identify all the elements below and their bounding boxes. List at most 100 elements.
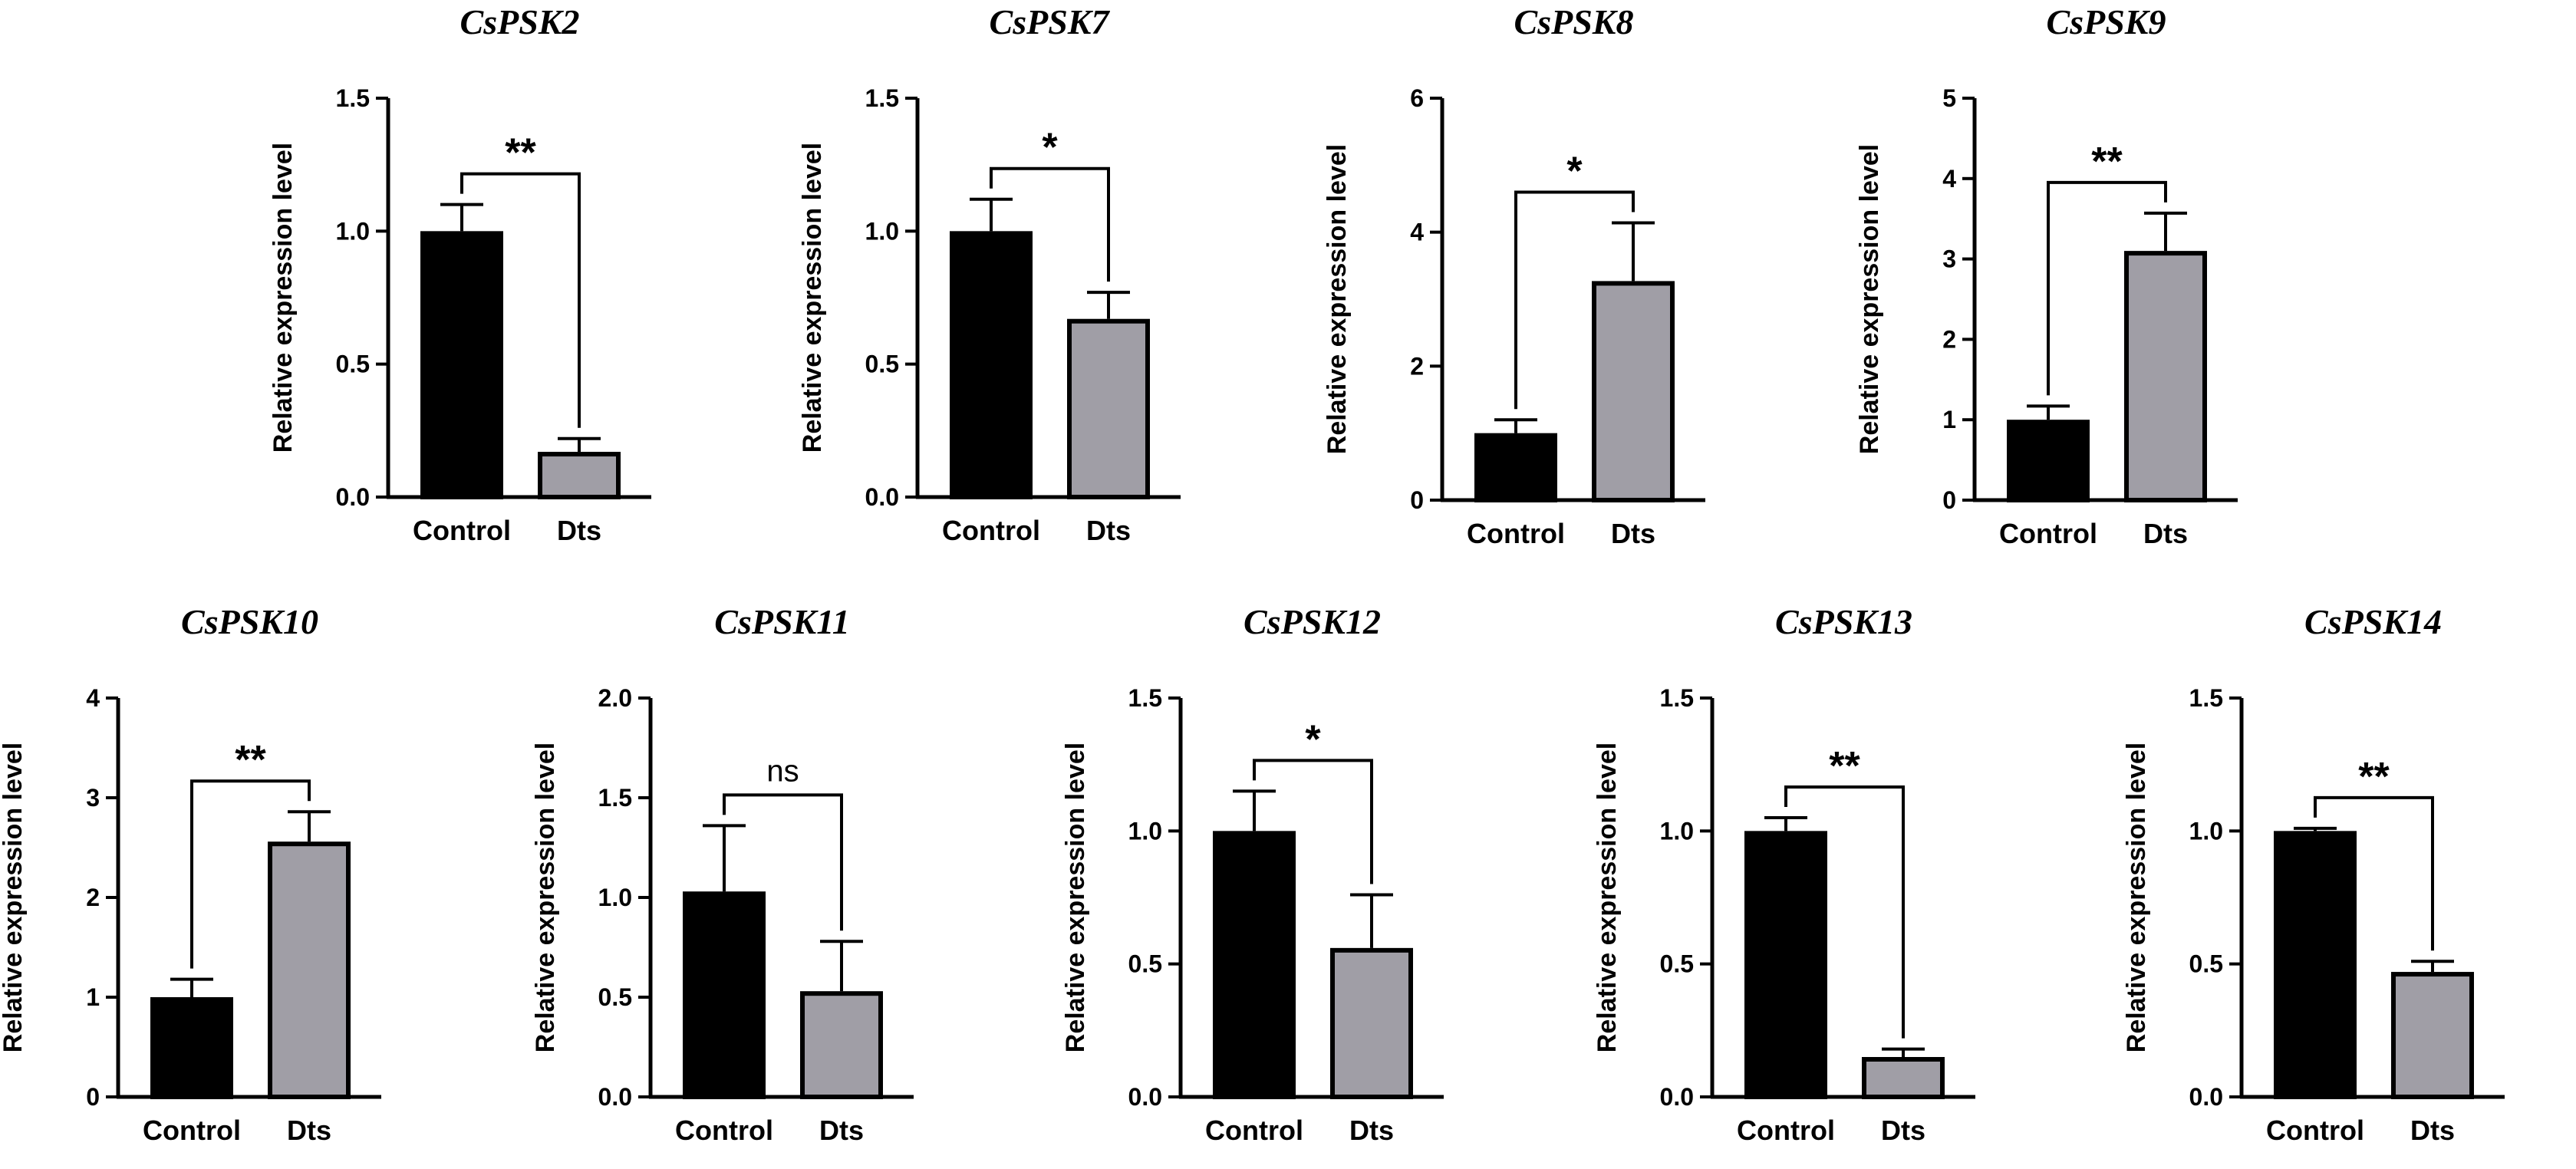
y-tick-label: 3 xyxy=(86,784,100,812)
significance-label: * xyxy=(1305,717,1321,762)
y-tick-label: 1.5 xyxy=(2189,684,2223,712)
chart-title: CsPSK14 xyxy=(2304,602,2442,641)
y-tick-label: 0.0 xyxy=(865,483,899,511)
y-tick-label: 0.0 xyxy=(598,1083,632,1111)
y-tick-label: 0.5 xyxy=(598,983,632,1011)
y-axis-label: Relative expression level xyxy=(1061,743,1090,1052)
significance-bracket xyxy=(2047,180,2167,396)
category-label: Control xyxy=(1467,518,1565,549)
chart-panel: CsPSK7 Relative expression level 0.0 0.5 1.0… xyxy=(798,2,1181,546)
y-axis-label: Relative expression level xyxy=(268,143,298,453)
y-axis-label: Relative expression level xyxy=(0,743,28,1052)
y-tick-label: 5 xyxy=(1942,84,1956,112)
y-tick-label: 1.0 xyxy=(1128,817,1162,845)
y-axis-label: Relative expression level xyxy=(2122,743,2151,1052)
category-label: Dts xyxy=(1086,515,1131,546)
y-tick-label: 2 xyxy=(1410,352,1424,380)
y-tick-label: 4 xyxy=(86,684,100,712)
category-label: Dts xyxy=(1881,1115,1925,1146)
y-tick-label: 0.0 xyxy=(336,483,370,511)
chart-panel: CsPSK9 Relative expression level 0 1 2 3 4 5 Con… xyxy=(1855,2,2238,549)
bar xyxy=(1474,433,1557,503)
y-tick-label: 1.0 xyxy=(336,217,370,245)
y-tick-label: 1 xyxy=(86,983,100,1011)
y-tick-label: 1.5 xyxy=(598,784,632,812)
y-tick-label: 4 xyxy=(1410,219,1424,246)
category-label: Dts xyxy=(819,1115,864,1146)
chart-title: CsPSK2 xyxy=(460,2,580,41)
y-axis-label: Relative expression level xyxy=(531,743,560,1052)
y-tick-label: 0.5 xyxy=(2189,950,2223,978)
y-tick-label: 2 xyxy=(1942,325,1956,353)
y-axis-label: Relative expression level xyxy=(1855,144,1884,454)
bar xyxy=(1744,831,1827,1100)
y-tick-label: 6 xyxy=(1410,84,1424,112)
significance-label: ** xyxy=(2091,140,2123,184)
chart-title: CsPSK9 xyxy=(2047,2,2166,41)
bar xyxy=(2007,420,2090,503)
significance-bracket xyxy=(460,172,581,428)
bar xyxy=(683,891,766,1099)
y-tick-label: 0.5 xyxy=(1128,950,1162,978)
y-tick-label: 0.0 xyxy=(1660,1083,1694,1111)
category-label: Control xyxy=(1205,1115,1303,1146)
y-tick-label: 1.0 xyxy=(598,884,632,911)
y-tick-label: 1.5 xyxy=(1128,684,1162,712)
category-label: Control xyxy=(675,1115,773,1146)
significance-bracket xyxy=(2314,795,2434,951)
category-label: Control xyxy=(1737,1115,1835,1146)
category-label: Control xyxy=(1999,518,2097,549)
y-tick-label: 2 xyxy=(86,884,100,911)
category-label: Dts xyxy=(287,1115,331,1146)
bar xyxy=(950,231,1033,499)
significance-bracket xyxy=(723,793,843,931)
bar xyxy=(2274,831,2357,1100)
y-tick-label: 0 xyxy=(1942,486,1956,514)
y-tick-label: 0.5 xyxy=(1660,950,1694,978)
category-label: Control xyxy=(942,515,1040,546)
y-axis-label: Relative expression level xyxy=(1593,743,1622,1052)
significance-bracket xyxy=(1514,190,1635,410)
category-label: Dts xyxy=(557,515,601,546)
chart-panel: CsPSK10 Relative expression level 0 1 2 3 4 Con… xyxy=(0,602,381,1146)
significance-label: ** xyxy=(1829,744,1860,789)
bar xyxy=(1067,318,1150,499)
y-tick-label: 1.5 xyxy=(865,84,899,112)
y-tick-label: 0.0 xyxy=(2189,1083,2223,1111)
significance-label: ** xyxy=(235,738,266,782)
significance-bracket xyxy=(1784,785,1905,1039)
bar xyxy=(1592,281,1675,502)
y-tick-label: 4 xyxy=(1942,165,1956,193)
significance-label: ** xyxy=(505,131,536,176)
significance-label: * xyxy=(1566,149,1583,193)
y-axis-label: Relative expression level xyxy=(1323,144,1352,454)
bar xyxy=(150,997,233,1099)
chart-title: CsPSK13 xyxy=(1775,602,1912,641)
y-tick-label: 1.5 xyxy=(336,84,370,112)
category-label: Control xyxy=(143,1115,241,1146)
y-tick-label: 0.0 xyxy=(1128,1083,1162,1111)
y-tick-label: 1.0 xyxy=(865,217,899,245)
y-tick-label: 0 xyxy=(1410,486,1424,514)
significance-bracket xyxy=(190,779,311,969)
chart-panel: CsPSK13 Relative expression level 0.0 0.5 1.… xyxy=(1593,602,1975,1146)
bar xyxy=(1862,1057,1945,1099)
y-tick-label: 3 xyxy=(1942,245,1956,273)
chart-panel: CsPSK12 Relative expression level 0.0 0.5 1.… xyxy=(1061,602,1444,1146)
significance-bracket xyxy=(990,166,1110,282)
significance-label: ns xyxy=(766,754,799,788)
category-label: Dts xyxy=(1611,518,1655,549)
bar xyxy=(800,991,883,1099)
y-tick-label: 0.5 xyxy=(336,351,370,378)
y-tick-label: 2.0 xyxy=(598,684,632,712)
chart-panel: CsPSK11 Relative expression level 0.0 0.5 1.… xyxy=(531,602,914,1146)
y-tick-label: 0 xyxy=(86,1083,100,1111)
y-tick-label: 1.0 xyxy=(1660,817,1694,845)
category-label: Control xyxy=(2266,1115,2364,1146)
significance-label: * xyxy=(1042,126,1058,170)
chart-panel: CsPSK2 Relative expression level 0.0 0.5 1.0… xyxy=(268,2,651,546)
significance-label: ** xyxy=(2358,755,2390,799)
y-tick-label: 1 xyxy=(1942,406,1956,433)
bar xyxy=(268,841,351,1099)
